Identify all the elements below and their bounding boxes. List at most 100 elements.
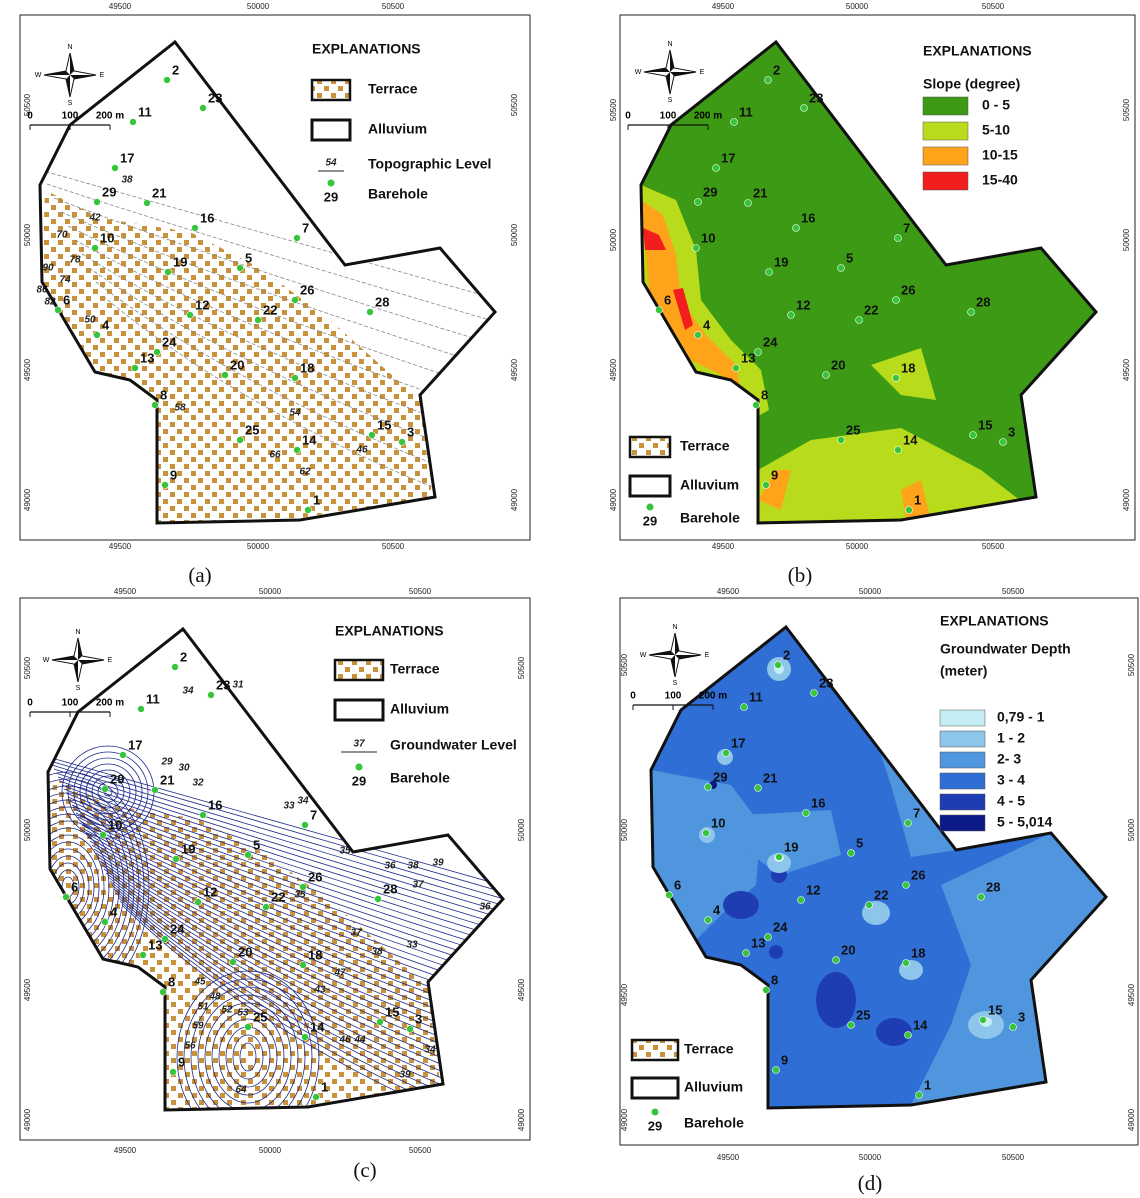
contour-label: 34 (182, 686, 194, 697)
borehole-sample-label: 29 (324, 189, 338, 204)
borehole (164, 77, 171, 84)
borehole-label: 13 (140, 350, 154, 365)
borehole-label: 7 (913, 805, 920, 820)
borehole-label: 19 (784, 839, 798, 854)
borehole (222, 372, 229, 379)
borehole-label: 26 (911, 867, 925, 882)
y-coordinate-label: 50000 (517, 818, 526, 841)
borehole (848, 850, 855, 857)
x-coordinate-label: 49500 (712, 2, 735, 11)
compass-letter: E (700, 69, 705, 76)
borehole-label: 5 (245, 250, 252, 265)
legend-label: Terrace (368, 81, 418, 97)
borehole (367, 309, 374, 316)
x-coordinate-label: 49500 (717, 587, 740, 596)
legend-class-swatch (940, 794, 985, 810)
borehole (152, 787, 159, 794)
contour-label: 33 (283, 801, 295, 812)
borehole (893, 375, 900, 382)
legend-title: EXPLANATIONS (312, 41, 421, 57)
borehole (753, 402, 760, 409)
legend-class-label: 2- 3 (997, 751, 1021, 767)
legend-subtitle: Slope (degree) (923, 76, 1020, 92)
borehole (144, 200, 151, 207)
panel-caption: (c) (353, 1158, 376, 1182)
compass-letter: E (100, 72, 105, 79)
contour-label: 52 (221, 1005, 233, 1016)
y-coordinate-label: 49000 (517, 1108, 526, 1131)
contour-label: 36 (384, 861, 396, 872)
legend-class-swatch (940, 731, 985, 747)
contour-label: 39 (399, 1070, 411, 1081)
y-coordinate-label: 49000 (510, 488, 519, 511)
borehole (838, 265, 845, 272)
compass-letter: N (67, 44, 72, 51)
y-coordinate-label: 50000 (510, 223, 519, 246)
contour-label: 78 (69, 255, 81, 266)
borehole (773, 1067, 780, 1074)
contour-label: 48 (208, 992, 221, 1003)
borehole (970, 432, 977, 439)
borehole (94, 332, 101, 339)
borehole-label: 20 (238, 944, 252, 959)
legend-class-label: 0 - 5 (982, 97, 1010, 113)
contour-label: 38 (407, 861, 419, 872)
borehole-label: 4 (703, 317, 711, 332)
borehole (766, 269, 773, 276)
compass-letter: W (43, 657, 50, 664)
legend-class-label: 5 - 5,014 (997, 814, 1052, 830)
x-coordinate-label: 49500 (109, 542, 132, 551)
legend-class-swatch (940, 710, 985, 726)
borehole-label: 25 (253, 1009, 267, 1024)
scale-label: 100 (660, 111, 677, 122)
y-coordinate-label: 49500 (620, 983, 629, 1006)
borehole-label: 16 (801, 210, 815, 225)
borehole-label: 5 (253, 837, 260, 852)
borehole-label: 13 (148, 937, 162, 952)
x-coordinate-label: 49500 (114, 1146, 137, 1155)
borehole-label: 25 (856, 1007, 870, 1022)
legend-subtitle: Groundwater Depth (940, 641, 1071, 657)
y-coordinate-label: 50500 (1127, 653, 1136, 676)
legend-label: Barehole (390, 770, 450, 786)
compass-letter: E (108, 657, 113, 664)
legend-class-swatch (940, 815, 985, 831)
legend-title: EXPLANATIONS (335, 623, 444, 639)
legend-class-swatch (923, 147, 968, 165)
borehole-label: 2 (172, 62, 179, 77)
borehole (905, 820, 912, 827)
legend-class-swatch (923, 97, 968, 115)
contour-label: 46 (338, 1035, 351, 1046)
borehole-sample (356, 764, 363, 771)
y-coordinate-label: 50500 (517, 656, 526, 679)
borehole-label: 13 (751, 935, 765, 950)
scale-label: 200 m (96, 698, 124, 709)
borehole (848, 1022, 855, 1029)
x-coordinate-label: 50000 (859, 587, 882, 596)
borehole-label: 15 (988, 1002, 1002, 1017)
borehole-label: 14 (903, 432, 918, 447)
borehole (801, 105, 808, 112)
borehole-sample (328, 180, 335, 187)
borehole (666, 892, 673, 899)
borehole (300, 962, 307, 969)
borehole-label: 2 (180, 649, 187, 664)
legend-subtitle: (meter) (940, 663, 987, 679)
borehole-label: 20 (831, 357, 845, 372)
borehole (968, 309, 975, 316)
borehole (94, 199, 101, 206)
borehole-label: 18 (300, 360, 314, 375)
borehole-label: 15 (377, 417, 391, 432)
legend-class-label: 15-40 (982, 172, 1018, 188)
borehole (102, 786, 109, 793)
borehole-label: 4 (110, 904, 118, 919)
y-coordinate-label: 49500 (23, 978, 32, 1001)
legend-label: Alluvium (680, 477, 739, 493)
contour-label: 38 (371, 947, 383, 958)
borehole (895, 447, 902, 454)
borehole-label: 13 (741, 350, 755, 365)
borehole (741, 704, 748, 711)
scale-label: 0 (27, 698, 33, 709)
borehole-label: 17 (128, 737, 142, 752)
legend-title: EXPLANATIONS (923, 43, 1032, 59)
